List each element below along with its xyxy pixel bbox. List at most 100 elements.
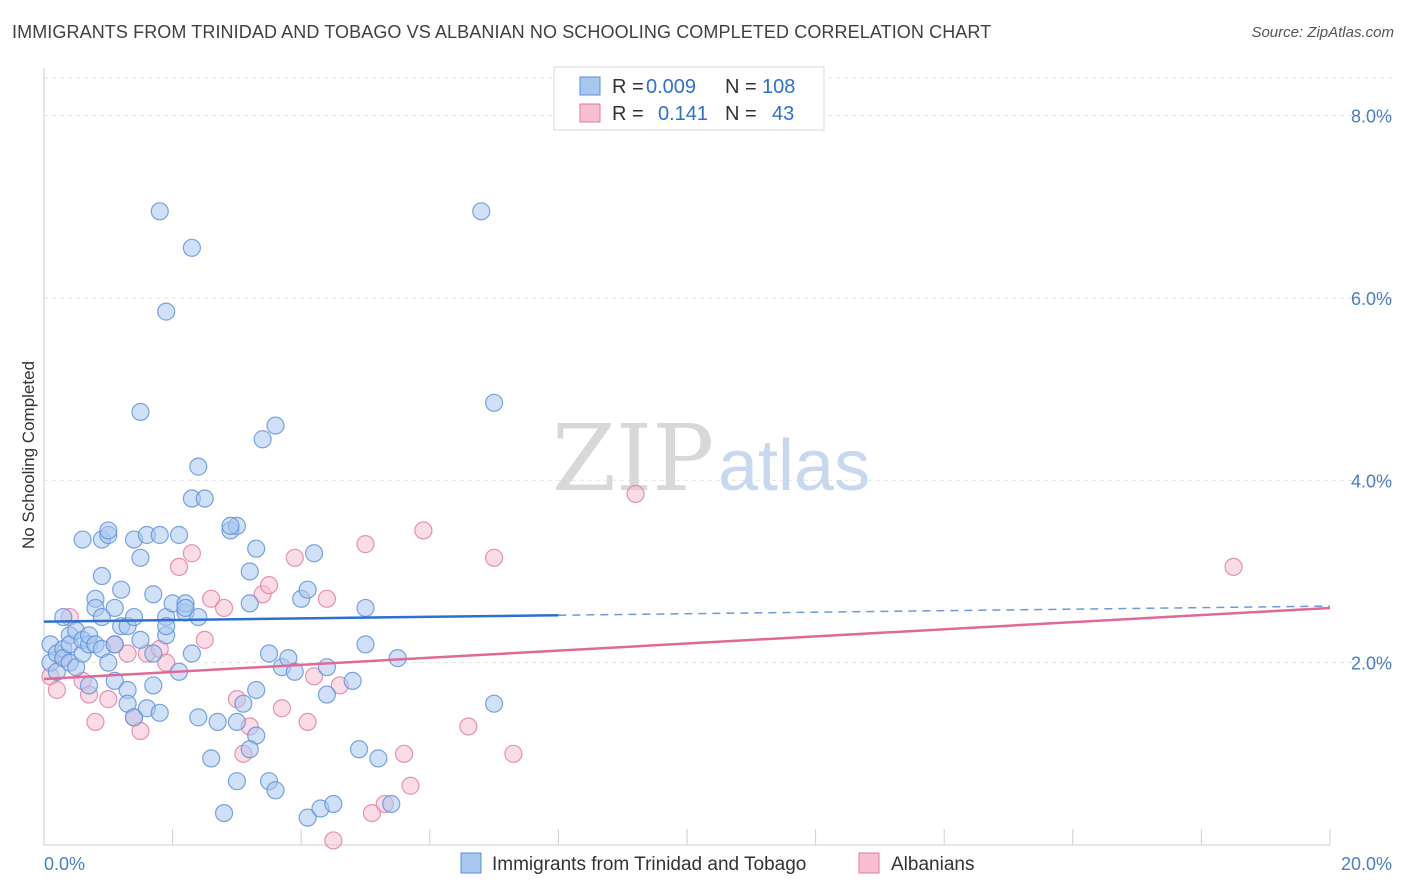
pink-point-38 [459,717,478,736]
pink-point-7 [99,690,118,709]
pink-point-18 [202,589,221,608]
blue-point-65 [202,749,221,768]
blue-point-92 [356,598,375,618]
pink-point-32 [356,535,375,554]
blue-point-104 [150,202,169,221]
blue-point-94 [369,749,388,768]
blue-point-26 [99,521,118,540]
pink-point-41 [626,484,645,504]
blue-point-37 [124,607,144,627]
pink-point-37 [414,521,433,540]
blue-point-47 [150,525,169,545]
blue-point-69 [227,772,246,791]
legend-r-label-2: R = [612,103,644,125]
blue-point-16 [79,676,99,695]
legend-n-label-1: N = [725,76,757,98]
data-points [41,202,1243,850]
pink-point-1 [47,680,66,700]
blue-point-90 [343,671,362,690]
blue-point-64 [195,489,214,508]
legend-swatch-blue [579,76,601,96]
blue-point-51 [157,617,176,636]
blue-point-107 [227,712,246,732]
pink-point-33 [362,803,382,823]
blue-point-61 [189,607,208,627]
blue-point-66 [208,712,227,732]
pink-point-35 [394,744,414,763]
blue-point-41 [131,402,150,422]
y-axis-label: No Schooling Completed [19,361,38,549]
pink-point-36 [401,776,420,795]
blue-point-6 [54,607,73,627]
series-legend: Immigrants from Trinidad and Tobago Alba… [460,852,974,875]
pink-trend-line [43,606,1331,681]
y-tick-label-0: 2.0% [1351,654,1392,674]
pink-point-15 [169,557,189,577]
pink-point-29 [317,589,337,608]
blue-point-93 [356,635,375,654]
blue-point-88 [317,658,337,677]
pink-point-6 [86,712,105,732]
blue-point-27 [99,653,118,672]
pink-point-17 [195,630,214,649]
blue-point-74 [247,680,266,700]
blue-point-29 [105,598,124,618]
series-swatch-pink [858,852,880,874]
blue-point-99 [485,393,504,412]
pink-point-25 [272,699,292,718]
blue-point-87 [317,685,337,704]
blue-point-40 [131,630,150,649]
blue-point-67 [214,803,234,823]
x-tick-label-max: 20.0% [1341,854,1392,874]
blue-point-91 [349,740,369,759]
blue-point-52 [157,302,176,321]
blue-point-32 [112,580,131,599]
pink-point-40 [504,744,523,763]
blue-point-30 [105,635,124,654]
y-tick-label-2: 6.0% [1351,289,1392,309]
source-label: Source: ZipAtlas.com [1251,24,1394,41]
pink-point-24 [259,576,279,595]
watermark-atlas: atlas [718,426,870,506]
series-label-pink: Albanians [891,854,974,875]
legend-r-label-1: R = [612,76,644,98]
series-swatch-blue [460,852,482,874]
blue-trend-line [43,613,559,623]
blue-point-14 [73,530,92,549]
legend-r-value-2: 0.141 [658,103,708,125]
blue-point-106 [240,740,259,759]
y-tick-labels: 2.0% 4.0% 6.0% 8.0% [1351,107,1392,674]
pink-point-9 [118,644,137,663]
blue-point-101 [266,416,285,435]
axes [43,68,1331,846]
legend-r-value-1: 0.009 [646,76,696,98]
blue-point-85 [304,544,324,563]
blue-point-98 [485,694,504,713]
blue-point-62 [189,708,208,727]
blue-point-100 [247,539,266,558]
blue-point-63 [189,457,208,476]
blue-point-45 [144,644,163,663]
blue-point-78 [266,781,285,800]
pink-point-16 [182,544,201,563]
blue-point-103 [182,238,201,257]
blue-point-24 [92,566,111,586]
correlation-legend: R = 0.009 N = 108 R = 0.141 N = 43 [553,66,825,131]
blue-trend-line-extension [558,605,1331,616]
pink-point-19 [214,598,234,618]
blue-point-48 [150,703,169,722]
blue-point-39 [131,548,150,567]
blue-point-44 [144,676,163,695]
blue-point-105 [221,516,240,535]
legend-n-value-1: 108 [762,76,795,98]
blue-point-72 [240,594,259,613]
series-label-blue: Immigrants from Trinidad and Tobago [492,854,806,875]
blue-point-58 [176,598,195,618]
blue-point-76 [259,644,279,663]
blue-point-84 [298,580,317,599]
legend-n-value-2: 43 [772,103,794,125]
legend-swatch-pink [579,103,601,123]
trend-lines [43,605,1331,681]
chart-title: IMMIGRANTS FROM TRINIDAD AND TOBAGO VS A… [12,22,992,42]
